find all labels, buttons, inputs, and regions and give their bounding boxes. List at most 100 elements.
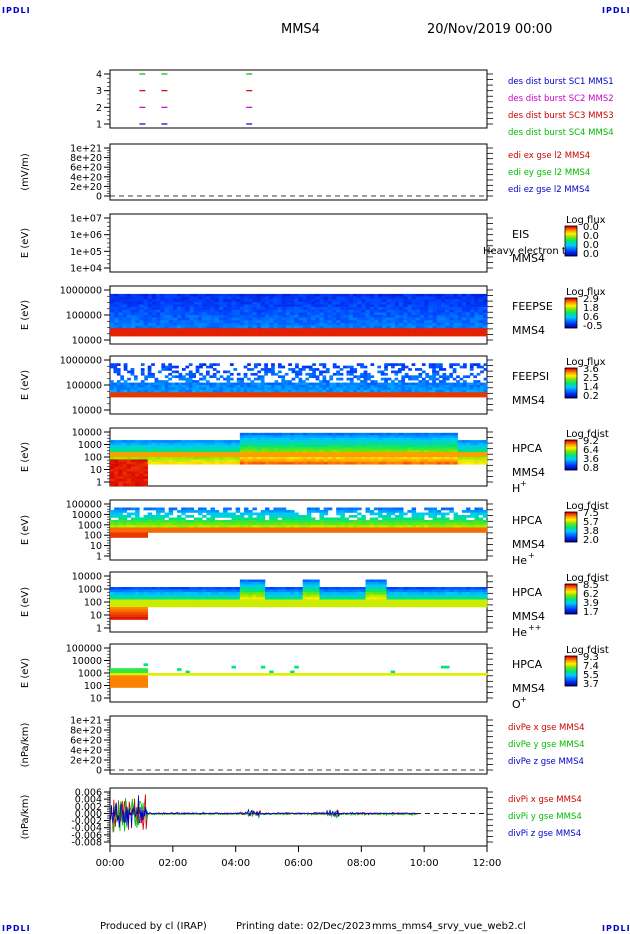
spectrogram-cell — [248, 510, 253, 513]
colorbar-step — [565, 456, 577, 458]
spectrogram-cell — [160, 457, 165, 460]
spectrogram-cell — [390, 304, 396, 308]
spectrogram-cell — [432, 387, 436, 391]
spectrogram-cell — [114, 307, 119, 311]
spectrogram-cell — [442, 389, 447, 393]
spectrogram-cell — [457, 447, 463, 451]
spectrogram-cell — [147, 392, 152, 395]
spectrogram-cell — [449, 387, 454, 391]
colorbar-step — [565, 464, 577, 466]
spectrogram-cell — [386, 510, 391, 513]
spectrogram-cell — [377, 392, 382, 395]
spectrogram-cell — [424, 454, 429, 458]
spectrogram-cell — [482, 312, 488, 316]
spectrogram-cell — [308, 392, 313, 395]
spectrogram-cell — [114, 512, 119, 516]
spectrogram-cell — [411, 510, 417, 513]
spectrogram-cell — [386, 512, 391, 516]
spectrogram-cell — [135, 469, 140, 472]
spectrogram-cell — [348, 457, 354, 460]
spectrogram-cell — [126, 512, 132, 516]
spectrogram-cell — [394, 449, 400, 453]
spectrogram-cell — [315, 389, 320, 393]
spectrogram-cell — [435, 363, 440, 366]
spectrogram-cell — [126, 469, 132, 472]
spectrogram-cell — [483, 385, 488, 388]
spectrogram-cell — [428, 377, 433, 381]
spectrogram-cell — [206, 296, 211, 300]
spectrogram-cell — [436, 459, 442, 463]
spectrogram-cell — [239, 522, 245, 526]
spectrogram-cell — [365, 454, 371, 458]
spectrogram-cell — [214, 459, 220, 463]
spectrogram-cell — [143, 535, 148, 538]
colorbar-title: Log fdist — [566, 429, 609, 440]
spectrogram-cell — [110, 512, 115, 516]
spectrogram-cell — [143, 617, 148, 620]
spectrogram-cell — [214, 525, 220, 528]
spectrogram-cell — [252, 322, 257, 326]
spectrogram-cell — [425, 394, 430, 398]
spectrogram-cell — [151, 333, 157, 337]
spectrogram-cell — [288, 380, 292, 383]
spectrogram-cell — [156, 522, 161, 526]
spectrogram-cell — [195, 389, 200, 393]
spectrogram-cell — [114, 312, 119, 316]
spectrogram-cell — [399, 459, 404, 463]
spectrogram-cell — [349, 370, 354, 374]
spectrogram-cell — [478, 517, 484, 521]
spectrogram-cell — [118, 444, 123, 448]
spectrogram-cell — [394, 317, 400, 321]
spectrogram-cell — [281, 299, 287, 303]
spectrogram-cell — [294, 461, 299, 465]
spectrogram-cell — [463, 375, 467, 379]
spectrogram-cell — [302, 437, 308, 441]
spectrogram-cell — [411, 317, 417, 321]
spectrogram-cell — [470, 442, 475, 446]
spectrogram-cell — [363, 392, 368, 395]
spectrogram-cell — [344, 507, 350, 511]
spectrogram-cell — [482, 304, 488, 308]
spectrogram-cell — [369, 527, 375, 531]
spectrogram-cell — [210, 307, 216, 311]
spectrogram-cell — [357, 527, 362, 531]
spectrogram-cell — [469, 387, 474, 391]
spectrogram-cell — [339, 387, 344, 391]
spectrogram-cell — [357, 301, 362, 305]
spectrogram-cell — [147, 442, 153, 446]
spectrogram-cell — [122, 449, 128, 453]
spectrogram-cell — [260, 328, 266, 332]
spectrogram-cell — [143, 614, 148, 618]
spectrogram-cell — [419, 301, 425, 305]
spectrogram-cell — [156, 589, 161, 593]
spectrogram-cell — [365, 447, 371, 451]
spectrogram-cell — [363, 370, 368, 374]
spectrogram-cell — [135, 304, 140, 308]
spectrogram-cell — [469, 363, 474, 366]
spectrogram-cell — [235, 452, 241, 455]
spectrogram-cell — [264, 307, 270, 311]
spectrogram-cell — [269, 320, 274, 324]
spectrogram-cell — [143, 299, 148, 303]
spectrogram-cell — [181, 517, 186, 521]
spectrogram-cell — [411, 307, 417, 311]
spectrogram-cell — [474, 312, 479, 316]
spectrogram-cell — [160, 320, 165, 324]
y-axis-label: E (eV) — [20, 515, 31, 545]
spectrogram-cell — [298, 370, 303, 374]
spectrogram-cell — [114, 530, 119, 533]
spectrogram-cell — [281, 440, 287, 443]
spectrogram-cell — [151, 315, 157, 318]
spectrogram-cell — [411, 449, 417, 453]
spectrogram-cell — [181, 520, 186, 523]
spectrogram-cell — [172, 461, 178, 465]
spectrogram-cell — [449, 459, 454, 463]
spectrogram-cell — [315, 440, 320, 443]
spectrogram-cell — [373, 507, 379, 511]
spectrogram-cell — [197, 459, 203, 463]
spectrogram-cell — [390, 527, 396, 531]
spectrogram-cell — [367, 382, 371, 386]
spectrogram-cell — [478, 447, 484, 451]
spectrogram-cell — [340, 525, 345, 528]
spectrogram-cell — [193, 299, 199, 303]
